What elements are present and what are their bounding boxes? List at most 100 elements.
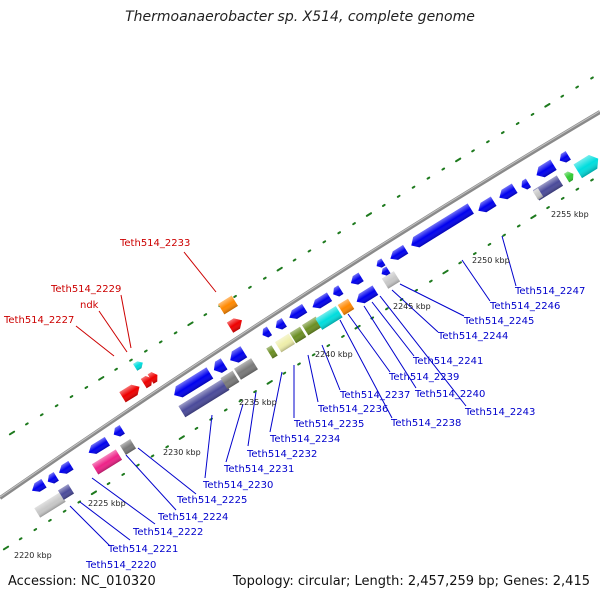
kbp-label: 2240 kbp xyxy=(315,350,353,359)
gene-arrow xyxy=(356,285,379,304)
kbp-label: 2255 kbp xyxy=(551,210,589,219)
gene-shading xyxy=(174,367,214,398)
tick-mark xyxy=(84,385,89,390)
tick-mark xyxy=(223,408,228,412)
tick-mark xyxy=(381,203,386,207)
tick-mark xyxy=(341,334,345,338)
leader-line xyxy=(391,289,439,333)
tick-mark xyxy=(114,367,118,371)
gene-label: Teth514_2238 xyxy=(390,418,461,429)
leader-line xyxy=(204,414,213,479)
gene-arrow xyxy=(220,370,240,390)
tick-mark xyxy=(455,157,462,163)
tick-mark xyxy=(487,242,492,246)
tick-mark xyxy=(173,331,178,335)
gene-label: Teth514_2231 xyxy=(223,464,294,475)
gene-arrow xyxy=(275,333,295,353)
leader-line xyxy=(225,403,244,463)
gene-label: Teth514_2222 xyxy=(132,527,203,538)
tick-mark xyxy=(515,121,520,126)
gene-label: Teth514_2234 xyxy=(269,434,340,445)
gene-shading xyxy=(275,318,287,330)
gene-shading xyxy=(337,298,355,316)
gene-arrow xyxy=(411,203,474,248)
gene-arrow xyxy=(58,484,74,500)
gene-shading xyxy=(140,376,153,389)
gene-arrow xyxy=(315,306,343,330)
inner-tick-track xyxy=(2,178,594,551)
leader-line xyxy=(125,454,177,511)
tick-mark xyxy=(121,472,126,476)
genome-backbone xyxy=(0,110,600,500)
tick-mark xyxy=(352,222,356,226)
map-title: Thermoanaerobacter sp. X514, complete ge… xyxy=(125,9,475,25)
tick-mark xyxy=(106,482,111,486)
tick-mark xyxy=(458,261,462,265)
gene-shading xyxy=(91,449,123,475)
leader-line xyxy=(379,295,467,407)
gene-arrow xyxy=(536,159,557,178)
gene-features xyxy=(32,151,599,518)
gene-label: Teth514_2230 xyxy=(202,480,273,491)
leader-line xyxy=(269,371,283,433)
gene-arrow xyxy=(350,272,364,285)
gene-arrow xyxy=(573,155,599,179)
tick-mark xyxy=(307,249,312,253)
gene-arrow xyxy=(230,346,248,363)
gene-arrow xyxy=(559,151,571,163)
kbp-label: 2220 kbp xyxy=(14,551,52,560)
gene-arrow xyxy=(312,292,333,309)
gene-arrow xyxy=(113,425,125,437)
tick-mark xyxy=(560,94,565,98)
tick-mark xyxy=(266,380,273,385)
gene-label: Teth514_2237 xyxy=(339,390,410,401)
gene-arrow xyxy=(499,183,518,200)
gene-label: Teth514_2245 xyxy=(463,316,534,327)
gene-label: Teth514_2235 xyxy=(293,419,364,430)
gene-arrow xyxy=(226,318,242,333)
outer-tick-track xyxy=(8,76,594,436)
leader-line xyxy=(347,313,391,373)
gene-arrow xyxy=(266,345,278,359)
leader-line xyxy=(137,447,197,495)
gene-arrow xyxy=(34,492,66,518)
gene-shading xyxy=(289,304,308,319)
gene-shading xyxy=(213,358,228,373)
tick-mark xyxy=(414,288,419,292)
tick-mark xyxy=(546,206,550,210)
tick-mark xyxy=(472,252,477,256)
gene-label: Teth514_2225 xyxy=(176,495,247,506)
leader-line xyxy=(321,344,341,391)
leader-line xyxy=(363,305,417,389)
gene-labels-blue: Teth514_2220 Teth514_2221 Teth514_2222 T… xyxy=(85,286,585,571)
gene-shading xyxy=(478,196,497,213)
tick-mark xyxy=(69,395,74,399)
tick-mark xyxy=(248,285,252,289)
gene-shading xyxy=(119,384,140,403)
tick-mark xyxy=(337,231,342,235)
gene-arrow xyxy=(213,358,228,373)
kbp-label: 2225 kbp xyxy=(88,499,126,508)
gene-shading xyxy=(147,372,158,384)
gene-arrow xyxy=(47,472,59,484)
gene-shading xyxy=(226,318,242,333)
tick-mark xyxy=(276,266,283,272)
leader-line xyxy=(120,294,132,349)
gene-label: Teth514_2236 xyxy=(317,404,388,415)
tick-mark xyxy=(502,233,506,237)
leader-line xyxy=(247,391,257,447)
tick-mark xyxy=(54,404,59,408)
leader-line xyxy=(399,283,465,317)
gene-label: Teth514_2241 xyxy=(412,356,483,367)
gene-arrow xyxy=(521,178,532,190)
tick-mark xyxy=(48,518,52,522)
leader-line xyxy=(69,505,111,547)
tick-mark xyxy=(590,76,594,80)
gene-arrow xyxy=(120,439,136,455)
gene-arrow xyxy=(133,361,143,371)
tick-mark xyxy=(253,390,257,394)
gene-shading xyxy=(88,436,110,454)
gene-label: Teth514_2221 xyxy=(107,544,178,555)
gene-arrow xyxy=(333,285,344,297)
